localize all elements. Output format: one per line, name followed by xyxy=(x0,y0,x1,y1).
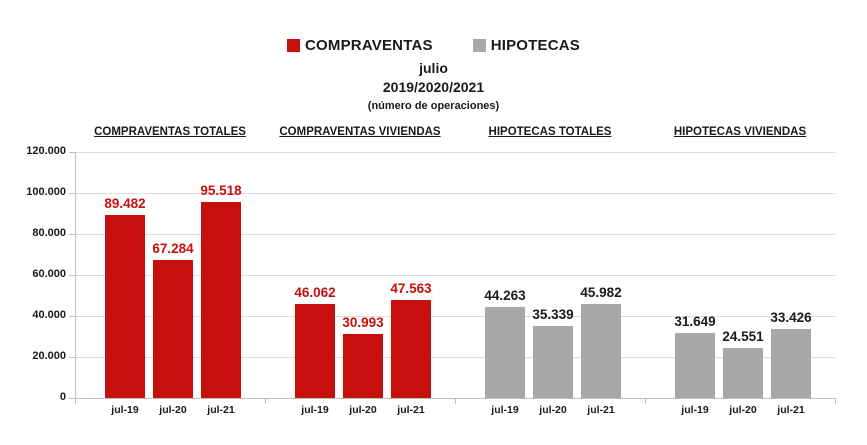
x-axis-tick xyxy=(835,399,836,404)
gridline xyxy=(75,234,835,235)
bar-hipotecas-totales-jul-21 xyxy=(581,304,621,398)
x-axis-tick xyxy=(75,399,76,404)
value-label-compraventas-totales-jul-19: 89.482 xyxy=(104,196,146,211)
y-axis-label: 120.000 xyxy=(26,145,66,157)
value-label-hipotecas-totales-jul-19: 44.263 xyxy=(484,288,526,303)
value-label-hipotecas-viviendas-jul-19: 31.649 xyxy=(674,314,716,329)
bar-hipotecas-totales-jul-20 xyxy=(533,326,573,398)
value-label-compraventas-viviendas-jul-20: 30.993 xyxy=(342,315,384,330)
x-axis-tick xyxy=(645,399,646,404)
gridline xyxy=(75,316,835,317)
chart-legend: COMPRAVENTAS HIPOTECAS xyxy=(0,37,867,54)
value-label-compraventas-totales-jul-21: 95.518 xyxy=(200,183,242,198)
group-title-hipotecas-totales: HIPOTECAS TOTALES xyxy=(488,126,612,138)
y-axis-tick xyxy=(69,152,75,153)
legend-label: COMPRAVENTAS xyxy=(305,37,433,54)
x-axis-label-jul-21: jul-21 xyxy=(777,404,805,416)
legend-swatch-compraventas xyxy=(287,39,300,52)
gridline xyxy=(75,357,835,358)
y-axis-label: 80.000 xyxy=(32,227,66,239)
value-label-compraventas-totales-jul-20: 67.284 xyxy=(152,241,194,256)
y-axis-tick xyxy=(69,316,75,317)
bar-compraventas-totales-jul-21 xyxy=(201,202,241,398)
group-title-compraventas-totales: COMPRAVENTAS TOTALES xyxy=(94,126,246,138)
y-axis-tick xyxy=(69,193,75,194)
gridline xyxy=(75,193,835,194)
x-axis-label-jul-20: jul-20 xyxy=(539,404,567,416)
x-axis-line xyxy=(75,398,836,399)
y-axis-tick xyxy=(69,398,75,399)
value-label-hipotecas-viviendas-jul-21: 33.426 xyxy=(770,310,812,325)
chart-title-years: 2019/2020/2021 xyxy=(382,79,485,95)
bar-compraventas-viviendas-jul-19 xyxy=(295,304,335,398)
chart-subtitle-units: (número de operaciones) xyxy=(367,100,500,112)
x-axis-label-jul-21: jul-21 xyxy=(587,404,615,416)
y-axis-tick xyxy=(69,357,75,358)
value-label-hipotecas-totales-jul-20: 35.339 xyxy=(532,307,574,322)
bar-compraventas-totales-jul-20 xyxy=(153,260,193,398)
y-axis-label: 40.000 xyxy=(32,309,66,321)
x-axis-label-jul-19: jul-19 xyxy=(111,404,139,416)
bar-compraventas-viviendas-jul-21 xyxy=(391,300,431,398)
bar-compraventas-totales-jul-19 xyxy=(105,215,145,398)
x-axis-label-jul-20: jul-20 xyxy=(159,404,187,416)
chart-title-month: julio xyxy=(419,60,448,76)
group-title-hipotecas-viviendas: HIPOTECAS VIVIENDAS xyxy=(673,126,807,138)
legend-swatch-hipotecas xyxy=(472,39,486,52)
bar-hipotecas-totales-jul-19 xyxy=(485,307,525,398)
bar-hipotecas-viviendas-jul-21 xyxy=(771,329,811,398)
x-axis-label-jul-19: jul-19 xyxy=(301,404,329,416)
bar-hipotecas-viviendas-jul-19 xyxy=(675,333,715,398)
x-axis-tick xyxy=(265,399,266,404)
value-label-hipotecas-totales-jul-21: 45.982 xyxy=(580,285,622,300)
legend-label: HIPOTECAS xyxy=(490,37,580,54)
gridline xyxy=(75,275,835,276)
legend-item-hipotecas: HIPOTECAS xyxy=(472,37,580,54)
y-axis-label: 0 xyxy=(59,391,66,403)
x-axis-label-jul-19: jul-19 xyxy=(491,404,519,416)
x-axis-label-jul-21: jul-21 xyxy=(207,404,235,416)
bar-compraventas-viviendas-jul-20 xyxy=(343,334,383,398)
x-axis-label-jul-19: jul-19 xyxy=(681,404,709,416)
value-label-compraventas-viviendas-jul-19: 46.062 xyxy=(294,285,336,300)
y-axis-label: 20.000 xyxy=(32,350,66,362)
y-axis-tick xyxy=(69,275,75,276)
y-axis-label: 60.000 xyxy=(32,268,66,280)
value-label-hipotecas-viviendas-jul-20: 24.551 xyxy=(722,329,764,344)
y-axis-label: 100.000 xyxy=(26,186,66,198)
group-title-compraventas-viviendas: COMPRAVENTAS VIVIENDAS xyxy=(279,126,441,138)
bar-hipotecas-viviendas-jul-20 xyxy=(723,348,763,398)
x-axis-label-jul-20: jul-20 xyxy=(349,404,377,416)
gridline xyxy=(75,152,835,153)
x-axis-label-jul-20: jul-20 xyxy=(729,404,757,416)
y-axis-tick xyxy=(69,234,75,235)
x-axis-tick xyxy=(455,399,456,404)
legend-item-compraventas: COMPRAVENTAS xyxy=(287,37,433,54)
y-axis-line xyxy=(75,152,76,398)
x-axis-label-jul-21: jul-21 xyxy=(397,404,425,416)
value-label-compraventas-viviendas-jul-21: 47.563 xyxy=(390,281,432,296)
